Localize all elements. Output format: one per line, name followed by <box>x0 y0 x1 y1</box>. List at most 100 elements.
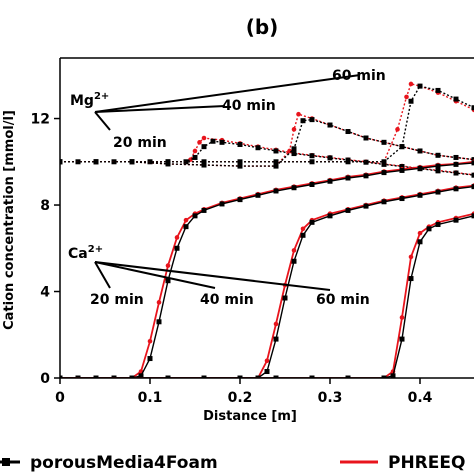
series-5-point <box>237 159 243 165</box>
series-6-line <box>60 160 474 378</box>
ca-leader-60 <box>94 261 331 291</box>
y-ticks: 0 4 8 12 <box>31 112 60 387</box>
series-11-point <box>453 217 459 223</box>
series-4-point <box>404 94 409 100</box>
series-7-point <box>237 197 243 203</box>
series-7 <box>60 160 474 378</box>
series-11-point <box>201 375 207 378</box>
series-1-point <box>273 148 279 154</box>
series-0-point <box>197 140 202 145</box>
series-7-point <box>219 201 225 207</box>
series-9-point <box>363 203 369 209</box>
series-7-point <box>147 356 153 362</box>
series-5-point <box>165 159 171 165</box>
series-7-point <box>381 170 387 176</box>
series-9-point <box>327 213 333 219</box>
series-5 <box>60 83 474 165</box>
series-9-point <box>282 295 288 301</box>
x-tick-label: 0.2 <box>228 390 253 406</box>
series-7-point <box>255 192 261 198</box>
series-3-point <box>273 163 279 169</box>
series-7-point <box>75 375 81 378</box>
series-8-line <box>60 184 474 378</box>
series-6-point <box>147 338 153 344</box>
series-7-point <box>273 188 279 194</box>
series-1-point <box>201 144 207 150</box>
series-1-point <box>435 168 441 174</box>
series-7-point <box>111 375 117 378</box>
legend-entry-porousmedia4foam: porousMedia4Foam <box>0 453 218 473</box>
series-2-point <box>296 111 301 117</box>
x-tick-label: 0.3 <box>318 390 343 406</box>
mg-label: Mg2+ <box>70 91 109 109</box>
series-6-point <box>174 235 180 240</box>
series-3-point <box>363 135 369 141</box>
series-4-point <box>395 127 400 132</box>
series-7-point <box>192 213 198 219</box>
legend-label-porousmedia4foam: porousMedia4Foam <box>30 453 218 473</box>
series-10-point <box>399 315 405 320</box>
series-3-point <box>237 163 243 169</box>
series-7-line <box>60 162 474 378</box>
series-11-point <box>417 239 423 245</box>
series-7-point <box>453 161 459 167</box>
series-7-point <box>156 319 162 325</box>
series-9-point <box>345 207 351 213</box>
axes <box>59 57 474 379</box>
x-axis-label: Distance [m] <box>203 409 297 424</box>
series-5-point <box>129 159 135 165</box>
series-11-point <box>93 375 99 378</box>
mg-time-20: 20 min <box>113 135 167 151</box>
series-4-point <box>408 81 414 87</box>
series-5-point <box>201 159 207 165</box>
x-tick-label: 0.4 <box>408 390 433 406</box>
series-11-point <box>381 375 387 378</box>
ca-leader-20 <box>94 261 111 289</box>
series-11 <box>60 213 474 378</box>
series-11-point <box>435 221 441 227</box>
series-0-point <box>192 148 198 154</box>
series-7-point <box>201 207 207 213</box>
series-2-point <box>291 127 297 132</box>
series-9-point <box>309 219 315 225</box>
series-4 <box>60 81 474 165</box>
series-8-point <box>273 321 279 327</box>
series-9-line <box>60 185 474 378</box>
series-7-point <box>399 167 405 173</box>
series-9-point <box>381 199 387 205</box>
y-tick-label: 12 <box>31 112 50 128</box>
series-11-point <box>345 375 351 378</box>
mg-leader-40 <box>94 105 226 113</box>
series-11-point <box>426 226 432 232</box>
ca-label: Ca2+ <box>68 244 103 262</box>
series-7-point <box>165 278 171 284</box>
series-6 <box>60 159 474 378</box>
series-5-point <box>309 159 315 165</box>
series-7-point <box>417 165 423 171</box>
mg-leader-60 <box>94 74 361 113</box>
series-9-point <box>291 258 297 264</box>
series-9-point <box>471 184 474 190</box>
ca-time-40: 40 min <box>200 292 254 308</box>
series-3-point <box>309 117 315 123</box>
legend: porousMedia4Foam PHREEQ <box>0 453 465 473</box>
series-5-line <box>60 85 474 163</box>
series-1-point <box>192 154 198 160</box>
series-6-point <box>156 300 162 305</box>
series-1-point <box>219 139 225 145</box>
series-7-point <box>327 178 333 184</box>
mg-leader-20 <box>94 111 111 131</box>
series-7-point <box>471 160 474 166</box>
series-10-point <box>417 230 423 236</box>
chart-title: (b) <box>246 15 279 39</box>
series-7-point <box>309 181 315 187</box>
series-8-point <box>300 226 306 232</box>
series-5-point <box>408 98 414 104</box>
series-7-point <box>345 175 351 181</box>
series-6-point <box>183 217 189 223</box>
series-3-point <box>381 139 387 145</box>
legend-entry-phreeq: PHREEQ <box>340 453 465 473</box>
series-1-point <box>291 151 297 157</box>
series-9-point <box>264 369 270 375</box>
series-5-point <box>93 159 99 165</box>
